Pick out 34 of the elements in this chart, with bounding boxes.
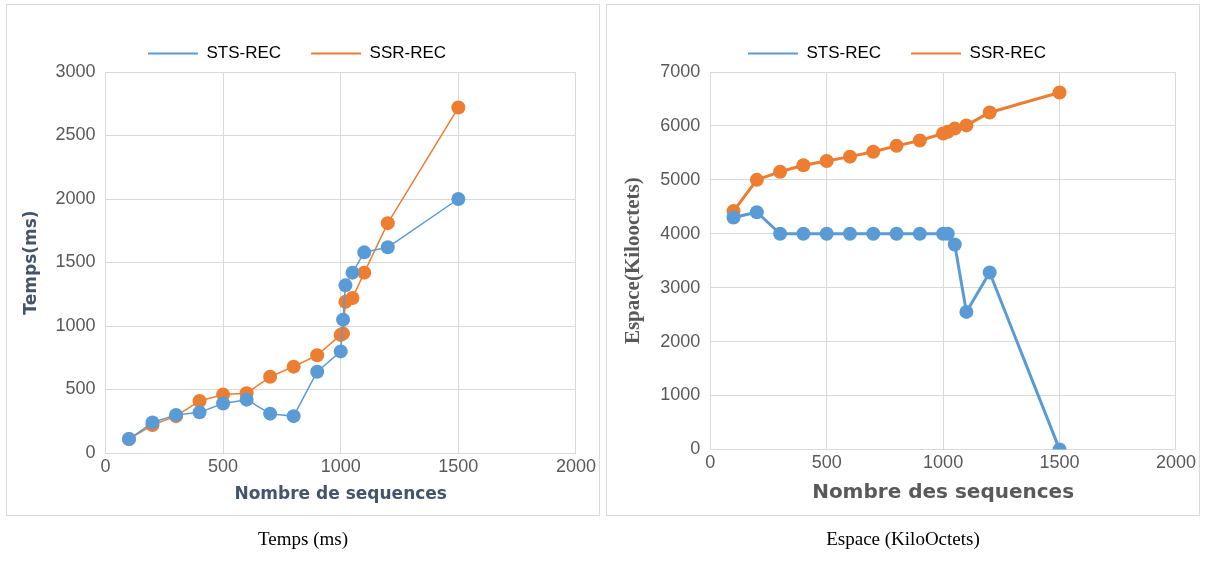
x-tick-label: 1500 [1039, 452, 1080, 473]
y-tick-label: 6000 [660, 114, 701, 135]
legend-label: STS-REC [806, 43, 882, 63]
x-tick-label: 0 [100, 455, 111, 476]
x-tick-label: 1000 [923, 452, 964, 473]
y-axis-title: Espace(Kilooctets) [620, 177, 645, 345]
y-tick-label: 1000 [660, 384, 701, 405]
x-tick-label: 2000 [1155, 452, 1196, 473]
legend-label: SSR-REC [369, 43, 447, 63]
y-tick-label: 1000 [55, 314, 96, 335]
y-tick-label: 3000 [55, 60, 96, 81]
x-axis-title: Nombre de sequences [234, 483, 447, 504]
x-tick-label: 500 [208, 455, 239, 476]
x-tick-label: 1000 [320, 455, 361, 476]
y-tick-label: 5000 [660, 168, 701, 189]
y-tick-label: 2500 [55, 124, 96, 145]
y-tick-label: 4000 [660, 222, 701, 243]
x-axis-title: Nombre des sequences [812, 479, 1075, 504]
y-tick-label: 0 [690, 438, 701, 459]
y-tick-label: 2000 [55, 187, 96, 208]
legend-label: STS-REC [206, 43, 282, 63]
y-axis-title: Temps(ms) [19, 210, 40, 315]
x-tick-label: 2000 [555, 455, 596, 476]
y-tick-label: 1500 [55, 251, 96, 272]
legend-label: SSR-REC [969, 43, 1047, 63]
y-tick-label: 7000 [660, 60, 701, 81]
y-tick-label: 500 [65, 378, 96, 399]
text: Temps (ms) [257, 528, 349, 550]
text: Espace (KiloOctets) [825, 528, 981, 550]
x-tick-label: 1500 [438, 455, 479, 476]
y-tick-label: 2000 [660, 330, 701, 351]
x-tick-label: 500 [811, 452, 842, 473]
x-tick-label: 0 [705, 452, 716, 473]
y-tick-label: 3000 [660, 276, 701, 297]
